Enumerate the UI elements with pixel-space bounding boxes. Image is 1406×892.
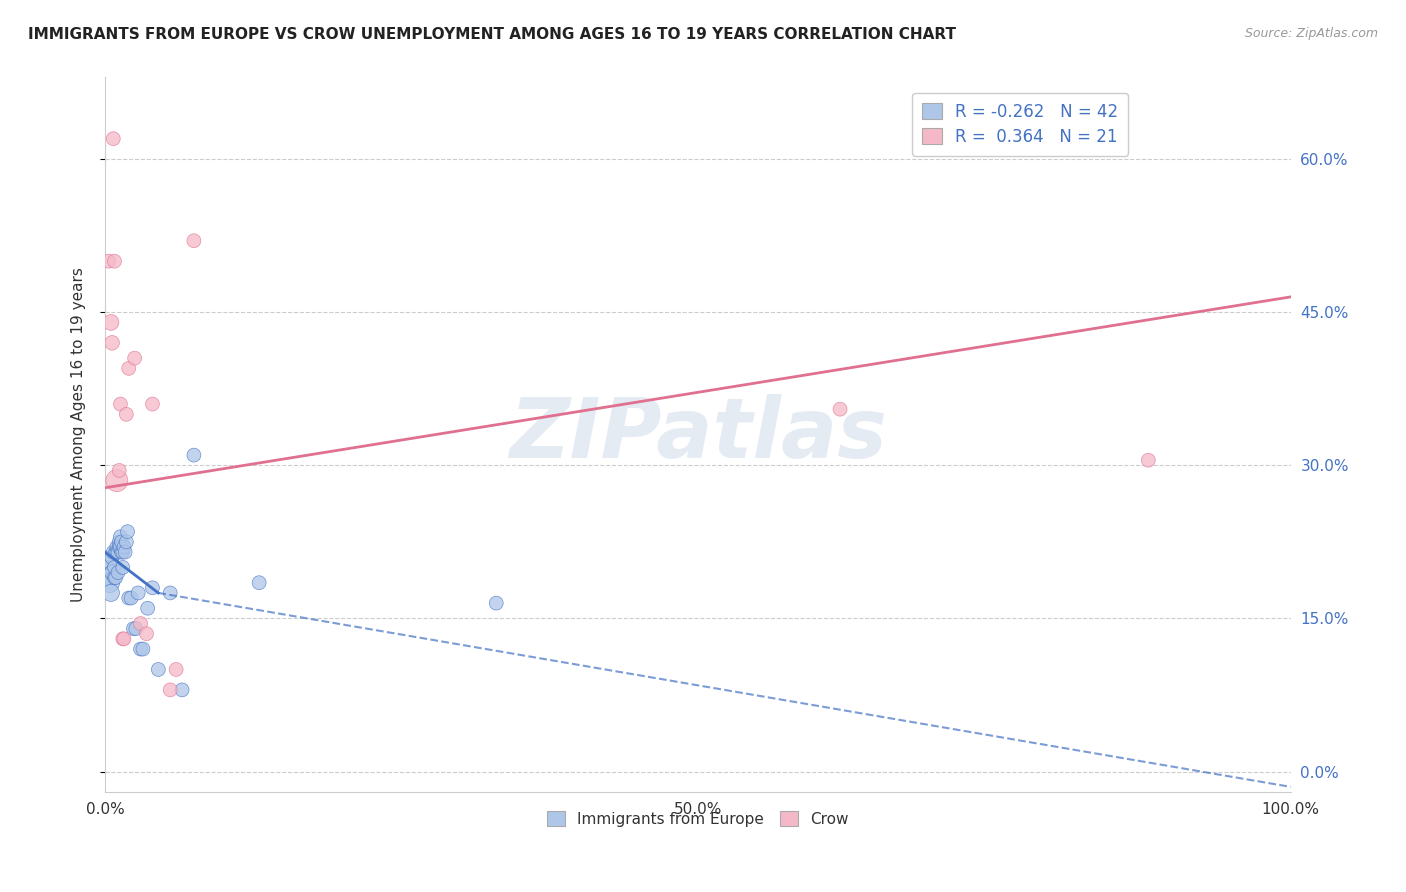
- Text: ZIPatlas: ZIPatlas: [509, 394, 887, 475]
- Point: [110, 530, 132, 544]
- Y-axis label: Unemployment Among Ages 16 to 19 years: Unemployment Among Ages 16 to 19 years: [72, 268, 86, 602]
- Point: [107, 566, 129, 580]
- Point: [1137, 453, 1160, 467]
- Point: [125, 622, 148, 636]
- Point: [112, 540, 135, 554]
- Point: [108, 534, 131, 549]
- Point: [97, 254, 120, 268]
- Point: [101, 550, 124, 565]
- Point: [135, 626, 157, 640]
- Point: [100, 586, 122, 600]
- Point: [108, 463, 131, 477]
- Point: [124, 351, 146, 366]
- Point: [485, 596, 508, 610]
- Point: [111, 560, 134, 574]
- Point: [104, 545, 127, 559]
- Point: [103, 560, 125, 574]
- Point: [183, 448, 205, 462]
- Point: [132, 642, 155, 657]
- Point: [103, 131, 125, 145]
- Point: [117, 524, 139, 539]
- Point: [96, 566, 118, 580]
- Text: Source: ZipAtlas.com: Source: ZipAtlas.com: [1244, 27, 1378, 40]
- Point: [100, 555, 122, 569]
- Point: [98, 575, 121, 590]
- Point: [103, 545, 125, 559]
- Point: [136, 601, 159, 615]
- Point: [115, 407, 138, 421]
- Point: [127, 586, 149, 600]
- Point: [148, 663, 170, 677]
- Point: [120, 591, 142, 605]
- Point: [122, 622, 145, 636]
- Point: [100, 315, 122, 329]
- Point: [108, 540, 131, 554]
- Point: [141, 397, 163, 411]
- Point: [111, 632, 134, 646]
- Point: [170, 682, 193, 697]
- Point: [118, 361, 141, 376]
- Text: IMMIGRANTS FROM EUROPE VS CROW UNEMPLOYMENT AMONG AGES 16 TO 19 YEARS CORRELATIO: IMMIGRANTS FROM EUROPE VS CROW UNEMPLOYM…: [28, 27, 956, 42]
- Legend: Immigrants from Europe, Crow: Immigrants from Europe, Crow: [540, 804, 856, 834]
- Point: [111, 545, 134, 559]
- Point: [114, 545, 136, 559]
- Point: [110, 534, 132, 549]
- Point: [103, 571, 125, 585]
- Point: [103, 254, 125, 268]
- Point: [118, 591, 141, 605]
- Point: [110, 540, 132, 554]
- Point: [110, 397, 132, 411]
- Point: [105, 540, 128, 554]
- Point: [101, 566, 124, 580]
- Point: [107, 545, 129, 559]
- Point: [105, 545, 128, 559]
- Point: [828, 402, 851, 417]
- Point: [141, 581, 163, 595]
- Point: [129, 616, 152, 631]
- Point: [115, 534, 138, 549]
- Point: [110, 545, 132, 559]
- Point: [159, 586, 181, 600]
- Point: [104, 571, 127, 585]
- Point: [247, 575, 270, 590]
- Point: [129, 642, 152, 657]
- Point: [165, 663, 187, 677]
- Point: [112, 632, 135, 646]
- Point: [105, 474, 128, 488]
- Point: [101, 335, 124, 350]
- Point: [183, 234, 205, 248]
- Point: [159, 682, 181, 697]
